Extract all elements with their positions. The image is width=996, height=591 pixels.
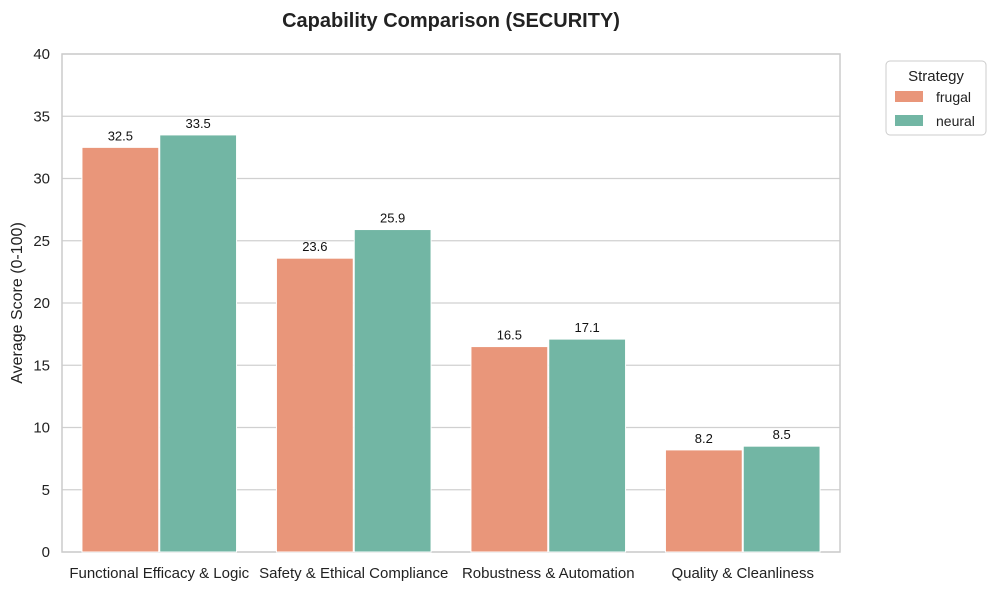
legend-label-neural: neural	[936, 113, 975, 129]
x-tick-label: Functional Efficacy & Logic	[69, 565, 249, 582]
data-label-neural: 8.5	[773, 427, 791, 442]
bars-group: 32.5 33.5 23.6 25.9 16.5 17.1 8.2 8.5	[81, 116, 821, 553]
bar-neural	[353, 229, 432, 553]
y-tick-label: 40	[33, 46, 50, 63]
y-tick-label: 5	[42, 482, 50, 499]
y-tick-label: 35	[33, 108, 50, 125]
x-tick-label: Safety & Ethical Compliance	[259, 565, 448, 582]
x-axis-ticks: Functional Efficacy & Logic Safety & Ethi…	[69, 565, 814, 582]
legend-title: Strategy	[908, 68, 964, 85]
bar-neural	[548, 338, 627, 553]
bar-neural	[159, 134, 238, 553]
bar-frugal	[664, 449, 743, 553]
y-axis-ticks: 0 5 10 15 20 25 30 35 40	[33, 46, 50, 561]
legend-swatch-frugal	[895, 91, 923, 102]
plot-frame	[61, 53, 841, 553]
legend: Strategy frugal neural	[885, 60, 987, 136]
y-tick-label: 0	[42, 544, 50, 561]
bar-frugal	[81, 146, 160, 553]
data-label-neural: 25.9	[380, 211, 405, 226]
x-tick-label: Robustness & Automation	[462, 565, 635, 582]
y-axis-label: Average Score (0-100)	[9, 222, 26, 384]
bar-frugal	[470, 346, 549, 553]
chart-title: Capability Comparison (SECURITY)	[282, 10, 620, 32]
y-tick-label: 30	[33, 171, 50, 188]
y-tick-label: 25	[33, 233, 50, 250]
legend-label-frugal: frugal	[936, 89, 971, 105]
data-label-frugal: 8.2	[695, 431, 713, 446]
bar-neural	[742, 445, 821, 553]
data-label-frugal: 23.6	[302, 239, 327, 254]
data-label-frugal: 16.5	[497, 328, 522, 343]
x-tick-label: Quality & Cleanliness	[671, 565, 814, 582]
legend-swatch-neural	[895, 115, 923, 126]
data-label-neural: 33.5	[185, 116, 210, 131]
data-label-frugal: 32.5	[108, 128, 133, 143]
data-label-neural: 17.1	[574, 320, 599, 335]
bar-frugal	[275, 257, 354, 553]
y-tick-label: 10	[33, 420, 50, 437]
y-tick-label: 20	[33, 295, 50, 312]
y-tick-label: 15	[33, 357, 50, 374]
